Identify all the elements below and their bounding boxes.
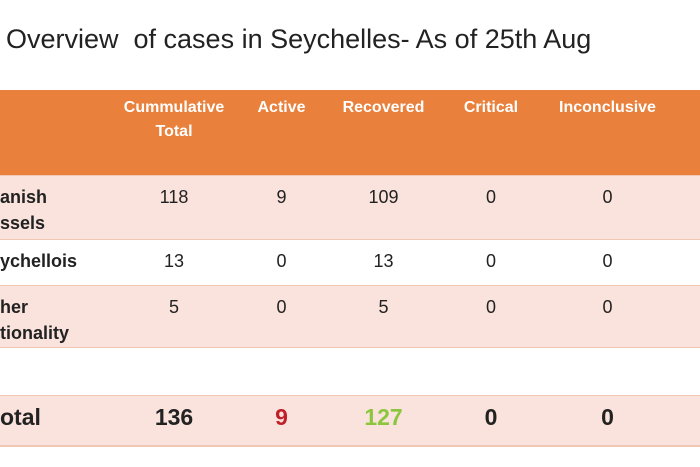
cell: 13 [120,239,228,286]
cell: 0 [550,239,665,286]
cell: 5 [120,285,228,348]
cell [665,239,700,286]
row-label: ychellois [0,239,120,286]
cell: 0 [432,285,550,348]
cell: 0 [550,175,665,240]
cell: 13 [335,239,432,286]
header-cell [665,90,700,176]
cell: 136 [120,395,228,447]
header-cell: Critical [432,90,550,176]
header-cell: Active [228,90,335,176]
title: Overview of cases in Seychelles- As of 2… [6,24,592,54]
cell [0,347,120,396]
cell [335,347,432,396]
cell [665,347,700,396]
cell: 0 [228,239,335,286]
cell: 127 [335,395,432,447]
cell: 0 [550,285,665,348]
cell [550,347,665,396]
row-label: her tionality [0,285,120,348]
header-cell: Recovered [335,90,432,176]
table-row: otal 136 9 127 0 0 [0,395,700,447]
cell [120,347,228,396]
cell: 9 [228,395,335,447]
table-body: anish ssels 118 9 109 0 0 ychellois 13 0 13 0 0 her … [0,175,700,447]
cell: 0 [432,239,550,286]
cell: 109 [335,175,432,240]
row-label: otal [0,395,120,447]
cell [665,395,700,447]
cell: 118 [120,175,228,240]
cell: 9 [228,175,335,240]
cell [665,175,700,240]
cell: 0 [550,395,665,447]
table-row: anish ssels 118 9 109 0 0 [0,175,700,240]
header-row: Cummulative Total Active Recovered Critical… [0,90,700,176]
cell: 0 [228,285,335,348]
table-row [0,347,700,396]
cell [432,347,550,396]
header-cell [0,90,120,176]
table-row: ychellois 13 0 13 0 0 [0,239,700,286]
cases-table: Cummulative Total Active Recovered Critical… [0,90,700,447]
header-cell: Cummulative Total [120,90,228,176]
header-cell: Inconclusive [550,90,665,176]
cell [665,285,700,348]
cell: 5 [335,285,432,348]
table-row: her tionality 5 0 5 0 0 [0,285,700,348]
cell [228,347,335,396]
cell: 0 [432,395,550,447]
row-label: anish ssels [0,175,120,240]
cell: 0 [432,175,550,240]
